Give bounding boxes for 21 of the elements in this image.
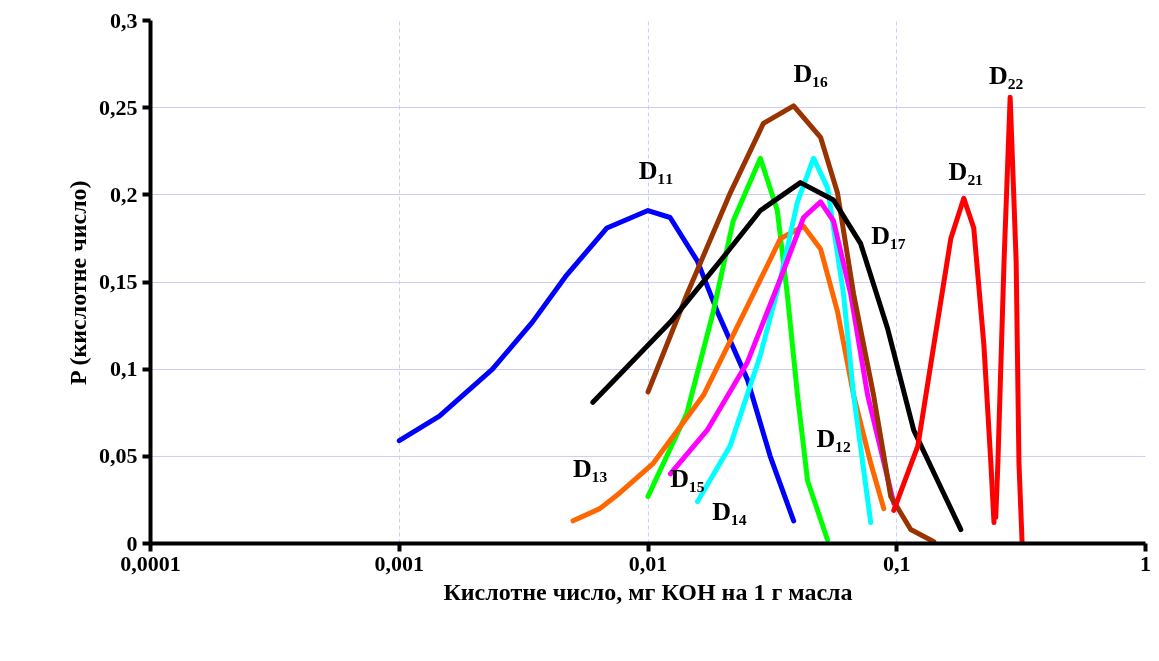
series-label: D₂₁ (948, 156, 983, 186)
y-tick-label: 0,1 (110, 356, 138, 382)
series-label: D₁₄ (712, 497, 747, 527)
y-axis-title: P (кислотне число) (65, 180, 91, 385)
y-tick-label: 0,15 (99, 269, 138, 294)
y-tick-label: 0,3 (110, 7, 138, 33)
y-tick-label: 0,05 (99, 443, 138, 469)
x-axis-title: Кислотне число, мг КОН на 1 г масла (443, 578, 853, 605)
series-label: D₁₂ (816, 424, 851, 454)
x-tick-label: 0,01 (628, 550, 668, 576)
series-label: D₁₅ (670, 464, 705, 494)
series-label: D₂₂ (988, 60, 1024, 90)
series-label: D₁₃ (572, 454, 608, 484)
series-label: D₁₇ (871, 220, 906, 250)
y-tick-label: 0,2 (110, 181, 138, 207)
x-tick-label: 0,1 (883, 550, 911, 576)
x-tick-label: 0,001 (374, 550, 424, 576)
x-tick-label: 1 (1140, 550, 1151, 576)
series-label: D₁₆ (793, 59, 829, 89)
y-tick-label: 0,25 (99, 94, 138, 120)
series-label: D₁₁ (638, 156, 674, 186)
